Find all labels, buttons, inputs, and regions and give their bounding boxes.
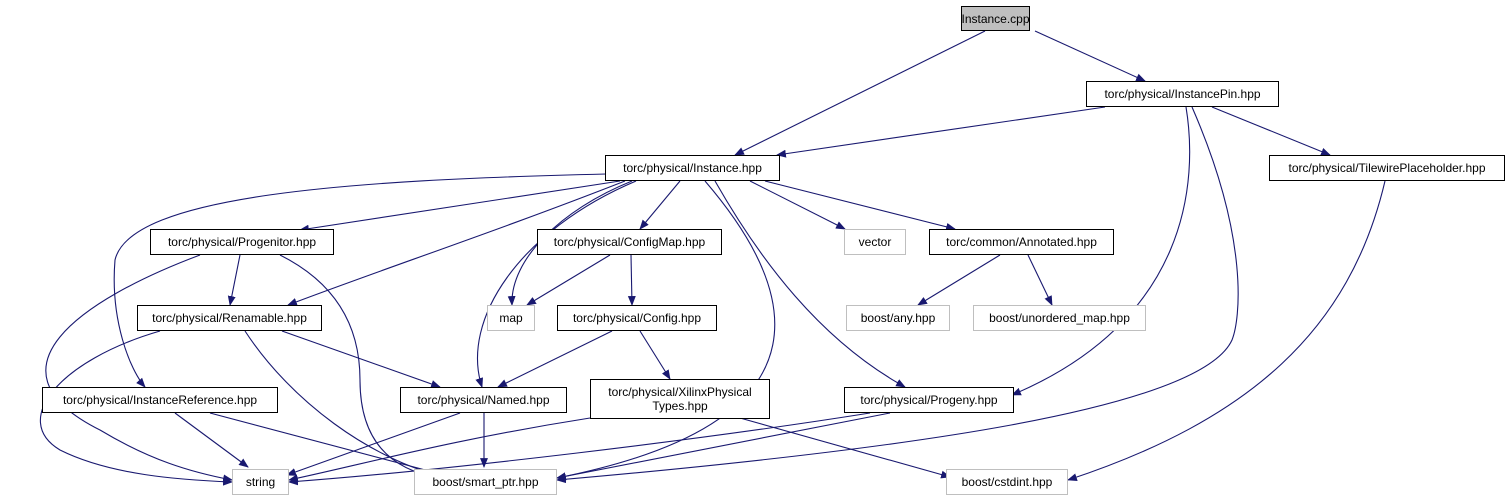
edge <box>1011 106 1191 396</box>
edge <box>113 173 607 388</box>
node-config-hpp[interactable]: torc/physical/Config.hpp <box>557 305 717 331</box>
node-tilewireplaceholder-hpp[interactable]: torc/physical/TilewirePlaceholder.hpp <box>1269 155 1505 181</box>
edge <box>776 106 1106 158</box>
node-configmap-hpp[interactable]: torc/physical/ConfigMap.hpp <box>537 229 722 255</box>
edge <box>281 330 441 388</box>
edge <box>286 412 461 476</box>
node-instancereference-hpp[interactable]: torc/physical/InstanceReference.hpp <box>42 387 278 413</box>
edge <box>734 30 986 156</box>
edge <box>556 412 891 481</box>
node-vector[interactable]: vector <box>844 229 906 255</box>
node-boost-cstdint-hpp[interactable]: boost/cstdint.hpp <box>946 469 1068 495</box>
edge <box>288 412 871 486</box>
edge <box>174 412 249 468</box>
edge <box>627 254 636 306</box>
node-xilinxphysicaltypes-line2: Types.hpp <box>652 399 708 413</box>
edge <box>288 417 591 483</box>
edge <box>639 180 681 230</box>
edge <box>287 180 626 306</box>
edge <box>739 417 951 479</box>
node-instance-hpp[interactable]: torc/physical/Instance.hpp <box>605 155 780 181</box>
node-instance-cpp[interactable]: Instance.cpp <box>961 6 1030 31</box>
edge <box>1027 254 1053 306</box>
edge <box>526 254 611 306</box>
edge <box>227 254 241 306</box>
edge <box>714 180 906 388</box>
edge <box>39 330 233 486</box>
node-progeny-hpp[interactable]: torc/physical/Progeny.hpp <box>844 387 1014 413</box>
edge <box>1211 106 1331 156</box>
edge <box>1067 180 1386 481</box>
edge <box>556 180 776 481</box>
node-string[interactable]: string <box>232 469 289 495</box>
edge <box>749 180 846 230</box>
node-annotated-hpp[interactable]: torc/common/Annotated.hpp <box>929 229 1114 255</box>
node-instancepin-hpp[interactable]: torc/physical/InstancePin.hpp <box>1086 81 1279 107</box>
edge <box>1034 30 1146 82</box>
edge <box>639 330 671 380</box>
edge <box>497 330 613 388</box>
edge <box>279 254 441 481</box>
node-progenitor-hpp[interactable]: torc/physical/Progenitor.hpp <box>150 229 334 255</box>
edge <box>917 254 1001 306</box>
edge <box>556 106 1239 484</box>
edge <box>764 180 956 231</box>
edge <box>45 254 233 483</box>
node-boost-any-hpp[interactable]: boost/any.hpp <box>846 305 950 331</box>
edge <box>299 180 621 233</box>
node-named-hpp[interactable]: torc/physical/Named.hpp <box>400 387 567 413</box>
edge <box>209 412 449 478</box>
node-boost-unordered-map-hpp[interactable]: boost/unordered_map.hpp <box>973 305 1146 331</box>
edge <box>475 180 637 388</box>
node-map[interactable]: map <box>487 305 535 331</box>
node-xilinxphysicaltypes-hpp[interactable]: torc/physical/XilinxPhysical Types.hpp <box>590 379 770 419</box>
node-renamable-hpp[interactable]: torc/physical/Renamable.hpp <box>137 305 322 331</box>
node-boost-smart-ptr-hpp[interactable]: boost/smart_ptr.hpp <box>414 469 557 495</box>
node-xilinxphysicaltypes-line1: torc/physical/XilinxPhysical <box>608 385 752 399</box>
